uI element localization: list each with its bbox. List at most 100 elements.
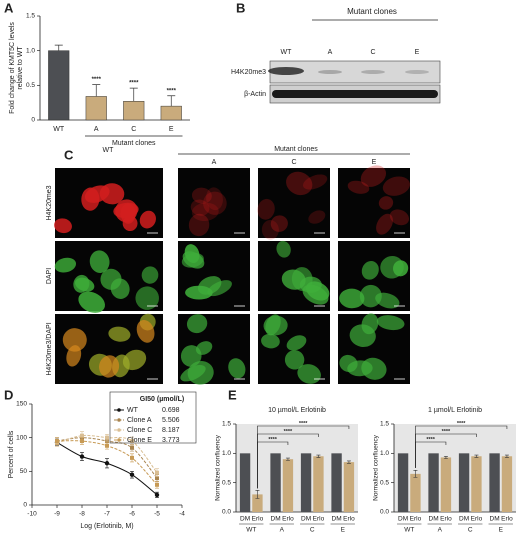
nucleus xyxy=(380,255,404,279)
x-tick-label: A xyxy=(280,527,285,534)
nucleus xyxy=(141,266,159,284)
significance-bracket xyxy=(415,425,508,468)
column-label: C xyxy=(291,159,296,166)
error-bar xyxy=(255,489,260,499)
nucleus xyxy=(349,324,376,347)
nucleus xyxy=(54,218,72,234)
legend-label: WT xyxy=(127,407,139,414)
error-bar xyxy=(316,454,321,458)
nucleus xyxy=(361,357,387,380)
lane-label: C xyxy=(370,49,375,56)
data-point xyxy=(105,435,109,440)
nucleus xyxy=(270,215,288,232)
y-axis-label: Normalized confluency xyxy=(373,434,380,501)
significance: **** xyxy=(442,429,451,435)
column-label: A xyxy=(212,159,217,166)
nucleus xyxy=(302,284,329,305)
series-label: DM xyxy=(459,516,469,523)
significance: **** xyxy=(457,421,466,427)
bar xyxy=(252,494,263,512)
nucleus xyxy=(108,326,131,342)
nucleus xyxy=(378,196,394,210)
y-tick-label: 50 xyxy=(20,468,28,475)
y-tick-label: 1.0 xyxy=(26,47,35,54)
series-label: Erlo xyxy=(343,516,355,523)
panel-label: A xyxy=(4,0,14,15)
band xyxy=(272,90,438,98)
band xyxy=(268,67,304,75)
x-tick-label: E xyxy=(169,126,174,133)
significance: **** xyxy=(92,77,102,83)
column-label: WT xyxy=(103,147,115,154)
lane-label: WT xyxy=(281,49,293,56)
nucleus xyxy=(185,285,213,300)
nucleus xyxy=(281,269,306,290)
nucleus xyxy=(303,174,328,190)
nucleus xyxy=(376,315,405,331)
bar xyxy=(397,453,409,512)
x-tick-label: -8 xyxy=(79,511,85,518)
error-bar xyxy=(443,455,448,459)
nucleus xyxy=(139,210,156,229)
blot-title: Mutant clones xyxy=(347,7,397,16)
data-point xyxy=(155,470,159,475)
y-tick-label: 0.5 xyxy=(26,82,35,89)
x-tick-label: E xyxy=(341,527,346,534)
error-bar xyxy=(167,95,176,107)
nucleus xyxy=(136,319,155,343)
y-tick-label: 0.5 xyxy=(222,479,231,486)
series-label: DM xyxy=(398,516,408,523)
nucleus xyxy=(100,268,122,290)
y-tick-label: 0.5 xyxy=(380,479,389,486)
nucleus xyxy=(389,209,410,226)
nucleus xyxy=(284,350,305,370)
bar xyxy=(410,473,421,512)
legend-box xyxy=(109,391,197,444)
bar xyxy=(331,453,342,512)
row-label: H4K20me3 xyxy=(231,69,266,76)
y-axis-label: Normalized confluency xyxy=(215,434,222,501)
legend-value: 8.187 xyxy=(162,427,180,434)
nucleus xyxy=(359,284,382,308)
row-label: β-Actin xyxy=(244,91,266,98)
nucleus xyxy=(191,187,212,204)
significance: **** xyxy=(426,437,435,443)
band xyxy=(405,70,429,74)
x-tick-label: WT xyxy=(404,527,414,534)
series-label: Erlo xyxy=(410,516,422,523)
y-tick-label: 0.0 xyxy=(222,509,231,516)
nucleus xyxy=(186,314,208,334)
nucleus xyxy=(376,213,393,235)
bar xyxy=(239,453,251,512)
data-point xyxy=(104,461,110,466)
data-point xyxy=(130,455,134,460)
nucleus xyxy=(187,360,214,385)
significance: **** xyxy=(268,437,277,443)
bar xyxy=(300,453,312,512)
x-tick-label: A xyxy=(94,126,99,133)
bar xyxy=(123,101,145,121)
bar xyxy=(428,453,439,512)
nucleus xyxy=(382,176,410,196)
series-label: DM xyxy=(271,516,281,523)
error-bar xyxy=(474,454,479,458)
nucleus xyxy=(339,288,365,309)
nucleus xyxy=(122,215,138,232)
legend-value: 0.698 xyxy=(162,407,180,414)
nucleus xyxy=(203,191,227,215)
bar xyxy=(440,457,452,512)
nucleus xyxy=(347,180,370,194)
nucleus xyxy=(361,260,379,280)
panel-label: C xyxy=(64,147,74,162)
series-label: DM xyxy=(490,516,500,523)
x-axis-label: Mutant clones xyxy=(112,140,156,147)
chart-title: 10 µmol/L Erlotinib xyxy=(268,407,326,414)
x-tick-label: C xyxy=(131,126,136,133)
series-label: Erlo xyxy=(313,516,325,523)
nucleus xyxy=(286,171,313,196)
lane-label: E xyxy=(415,49,420,56)
legend-marker xyxy=(117,438,121,442)
nucleus xyxy=(206,187,223,211)
significance: **** xyxy=(167,88,177,94)
series-label: DM xyxy=(332,516,342,523)
